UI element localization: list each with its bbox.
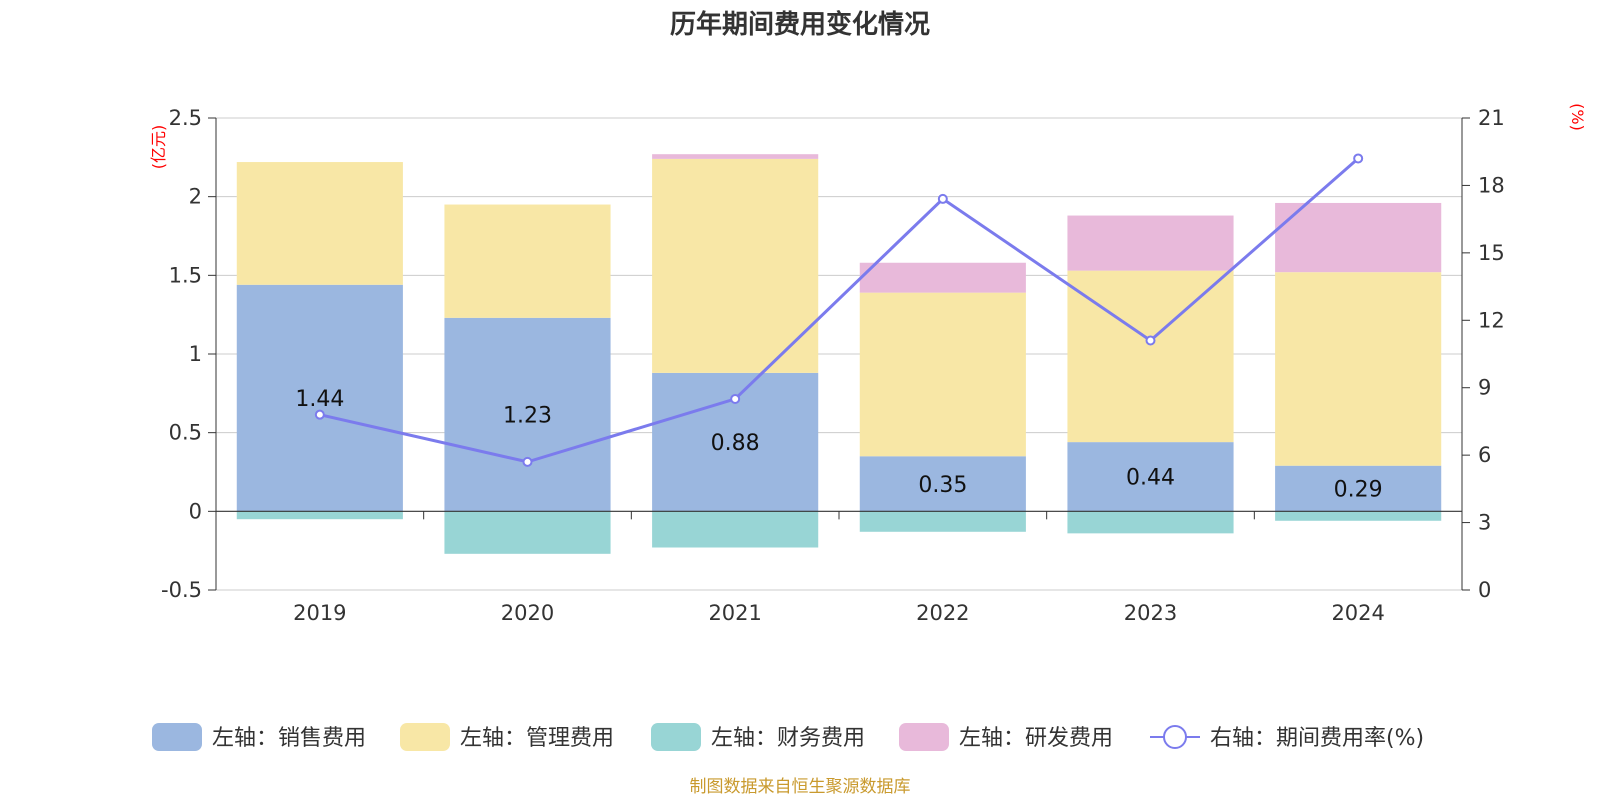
bar-segment [859, 292, 1026, 457]
right-axis-unit: (%) [1568, 103, 1587, 131]
source-note: 制图数据来自恒生聚源数据库 [690, 777, 911, 797]
left-tick-label: 1 [189, 342, 202, 366]
axes: -0.5 0 0.5 1 1.5 2 2.5 0 3 6 9 12 15 18 21 2019 2020 2021… [161, 106, 1505, 625]
legend-label: 右轴：期间费用率(%) [1210, 726, 1424, 751]
bar-segment [859, 456, 1026, 512]
right-tick-label: 18 [1478, 173, 1505, 197]
legend: 左轴：销售费用 左轴：管理费用 左轴：财务费用 左轴：研发费用 右轴：期间费用率(%) [152, 723, 1424, 751]
bars [236, 154, 1442, 554]
rate-line [314, 153, 1364, 467]
right-tick-label: 6 [1478, 443, 1491, 467]
legend-swatch [152, 723, 202, 751]
bar-value-label: 1.23 [503, 404, 552, 429]
bar-value-label: 0.88 [711, 431, 760, 456]
bar-segment [859, 511, 1026, 532]
legend-swatch [651, 723, 701, 751]
x-tick-label: 2020 [501, 601, 554, 625]
legend-label: 左轴：管理费用 [460, 726, 614, 751]
bar-segment [1275, 272, 1442, 466]
left-tick-label: 0 [189, 499, 202, 523]
rate-point [937, 193, 948, 204]
bar-segment [1067, 270, 1234, 443]
legend-marker-icon [1163, 725, 1187, 749]
bar-segment [652, 154, 819, 159]
legend-swatch [400, 723, 450, 751]
x-tick-label: 2024 [1331, 601, 1384, 625]
bar-segment [652, 511, 819, 548]
bar-value-label: 0.44 [1126, 466, 1175, 491]
left-tick-label: 2 [189, 185, 202, 209]
left-axis-unit: (亿元) [149, 125, 168, 170]
right-tick-label: 3 [1478, 511, 1491, 535]
bar-value-label: 0.29 [1334, 478, 1383, 503]
bar-value-label: 1.44 [295, 387, 344, 412]
rate-point [522, 456, 533, 467]
right-tick-label: 9 [1478, 376, 1491, 400]
legend-label: 左轴：财务费用 [711, 726, 865, 751]
right-tick-label: 21 [1478, 106, 1505, 130]
left-tick-label: 2.5 [169, 106, 202, 130]
bar-segment [1275, 202, 1442, 273]
bar-segment [1067, 215, 1234, 271]
chart-title: 历年期间费用变化情况 [670, 9, 930, 40]
legend-label: 左轴：销售费用 [212, 726, 366, 751]
left-tick-label: -0.5 [161, 578, 202, 602]
bar-segment [1067, 511, 1234, 534]
bar-segment [444, 511, 611, 554]
legend-swatch [899, 723, 949, 751]
bar-segment [1275, 511, 1442, 521]
x-tick-label: 2023 [1124, 601, 1177, 625]
bar-segment [1275, 465, 1442, 512]
rate-point [730, 393, 741, 404]
bar-segment [1067, 442, 1234, 512]
legend-label: 左轴：研发费用 [959, 726, 1113, 751]
x-tick-label: 2022 [916, 601, 969, 625]
right-tick-label: 15 [1478, 241, 1505, 265]
bar-segment [859, 262, 1026, 293]
bar-segment [236, 162, 403, 285]
rate-polyline [319, 157, 1360, 464]
bar-segment [236, 284, 403, 512]
left-tick-label: 0.5 [169, 421, 202, 445]
bar-segment [652, 158, 819, 373]
rate-point [314, 409, 325, 420]
x-tick-label: 2019 [293, 601, 346, 625]
gridlines [216, 117, 1462, 591]
data-labels: 1.44 1.23 0.88 0.35 0.44 0.29 [295, 387, 1382, 502]
bar-segment [236, 511, 403, 520]
bar-value-label: 0.35 [918, 473, 967, 498]
right-tick-label: 12 [1478, 308, 1505, 332]
rate-point [1353, 153, 1364, 164]
bar-segment [444, 204, 611, 318]
right-tick-label: 0 [1478, 578, 1491, 602]
x-tick-label: 2021 [708, 601, 761, 625]
rate-point [1145, 335, 1156, 346]
bar-segment [444, 317, 611, 512]
left-tick-label: 1.5 [169, 263, 202, 287]
